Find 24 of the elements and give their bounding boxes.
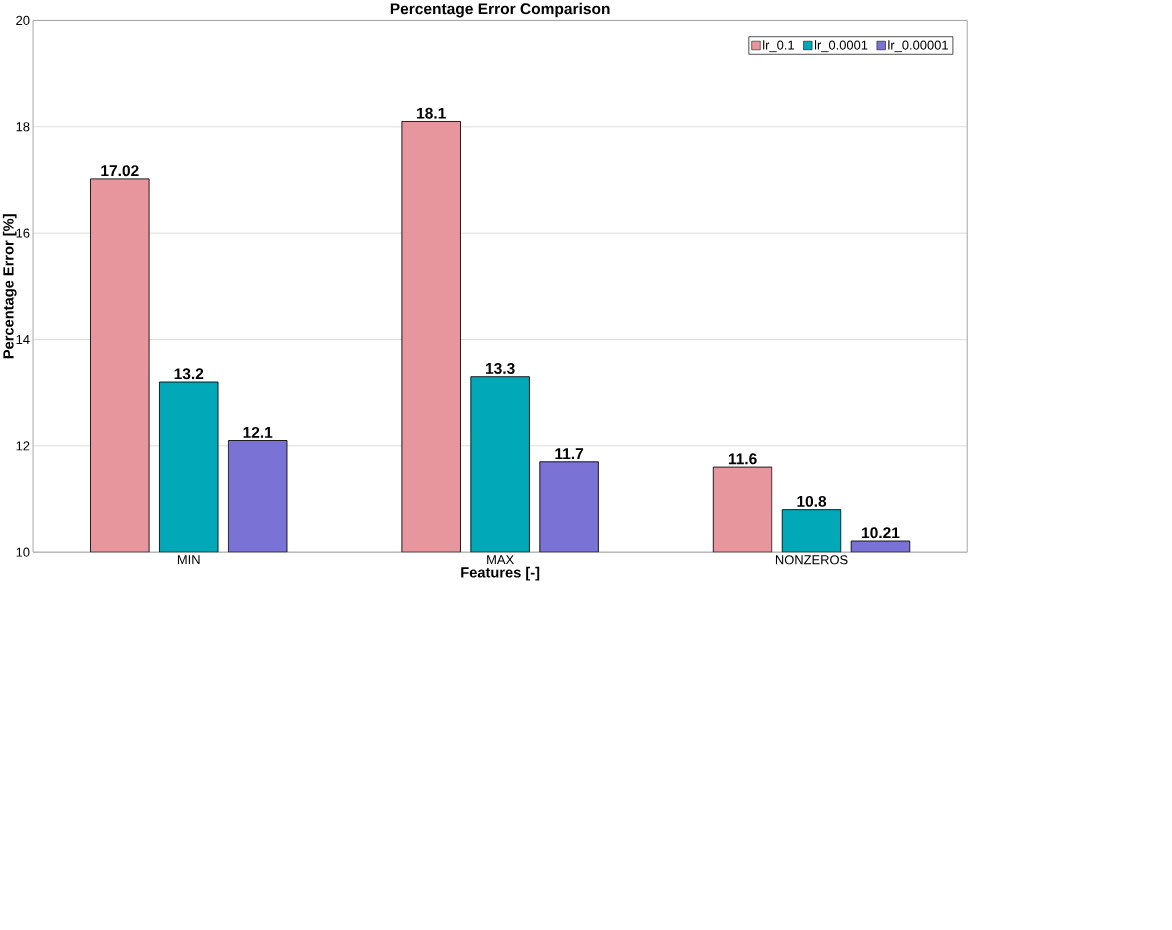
y-tick-label: 16	[16, 228, 30, 238]
x-tick-label: MIN	[177, 555, 200, 565]
y-tick-label: 14	[16, 335, 30, 345]
data-label: 11.6	[728, 453, 757, 465]
y-tick-label: 12	[16, 441, 30, 451]
y-tick-label: 18	[16, 122, 30, 132]
y-tick-label: 20	[16, 15, 30, 26]
y-tick-label: 10	[16, 547, 30, 557]
data-label: 17.02	[101, 165, 139, 177]
x-tick-label: MAX	[487, 555, 514, 565]
chart-title: Percentage Error Comparison	[390, 2, 610, 18]
x-axis-title: Features [-]	[461, 566, 540, 581]
legend-label: lr_0.00001	[888, 40, 948, 53]
data-label: 13.2	[174, 368, 204, 380]
data-label: 12.1	[243, 427, 273, 438]
data-label: 18.1	[417, 107, 446, 119]
y-axis-title: Percentage Error [%]	[2, 214, 17, 359]
data-label: 10.21	[862, 527, 900, 539]
legend-label: lr_0.1	[763, 40, 794, 53]
x-tick-label: NONZEROS	[775, 555, 848, 565]
data-label: 11.7	[555, 448, 584, 460]
data-label: 13.3	[486, 363, 515, 375]
legend-label: lr_0.0001	[814, 40, 868, 53]
data-label: 10.8	[797, 496, 827, 508]
